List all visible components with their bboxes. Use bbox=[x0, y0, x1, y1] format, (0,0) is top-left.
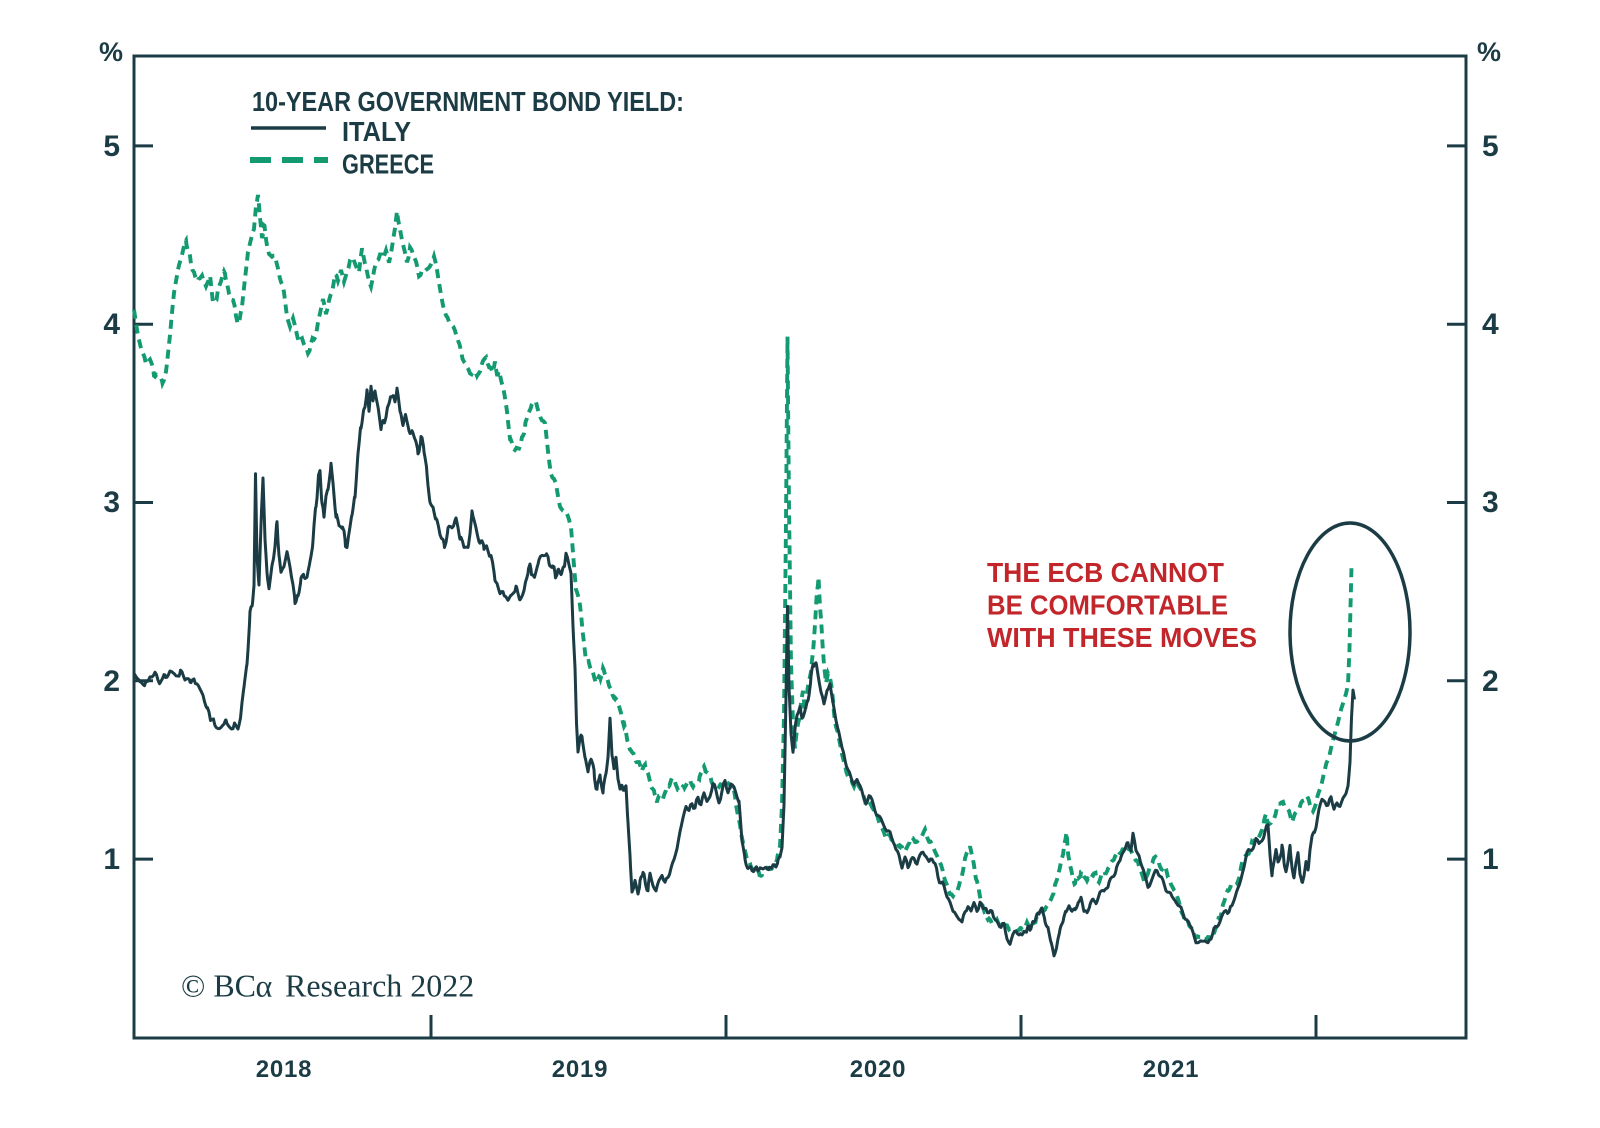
svg-text:2021: 2021 bbox=[1143, 1056, 1200, 1083]
svg-text:α: α bbox=[256, 968, 273, 1004]
svg-text:THE ECB CANNOT: THE ECB CANNOT bbox=[987, 557, 1224, 588]
svg-text:5: 5 bbox=[1482, 130, 1499, 163]
svg-text:WITH THESE MOVES: WITH THESE MOVES bbox=[987, 622, 1257, 653]
svg-text:2019: 2019 bbox=[552, 1056, 609, 1083]
svg-text:1: 1 bbox=[1482, 843, 1499, 876]
svg-text:BE COMFORTABLE: BE COMFORTABLE bbox=[987, 590, 1228, 621]
svg-text:5: 5 bbox=[103, 130, 120, 163]
svg-text:ITALY: ITALY bbox=[342, 116, 411, 147]
svg-text:Research 2022: Research 2022 bbox=[285, 968, 474, 1004]
svg-text:2: 2 bbox=[103, 665, 120, 698]
svg-text:GREECE: GREECE bbox=[342, 149, 434, 180]
svg-text:%: % bbox=[99, 37, 123, 67]
svg-text:3: 3 bbox=[1482, 486, 1499, 519]
svg-text:© BC: © BC bbox=[181, 968, 256, 1004]
svg-text:10-YEAR GOVERNMENT BOND YIELD:: 10-YEAR GOVERNMENT BOND YIELD: bbox=[252, 86, 684, 117]
svg-text:%: % bbox=[1477, 37, 1501, 67]
svg-text:2018: 2018 bbox=[256, 1056, 313, 1083]
svg-text:1: 1 bbox=[103, 843, 120, 876]
svg-text:3: 3 bbox=[103, 486, 120, 519]
svg-text:2: 2 bbox=[1482, 665, 1499, 698]
svg-text:2020: 2020 bbox=[850, 1056, 907, 1083]
svg-text:4: 4 bbox=[1482, 308, 1499, 341]
svg-text:4: 4 bbox=[103, 308, 120, 341]
